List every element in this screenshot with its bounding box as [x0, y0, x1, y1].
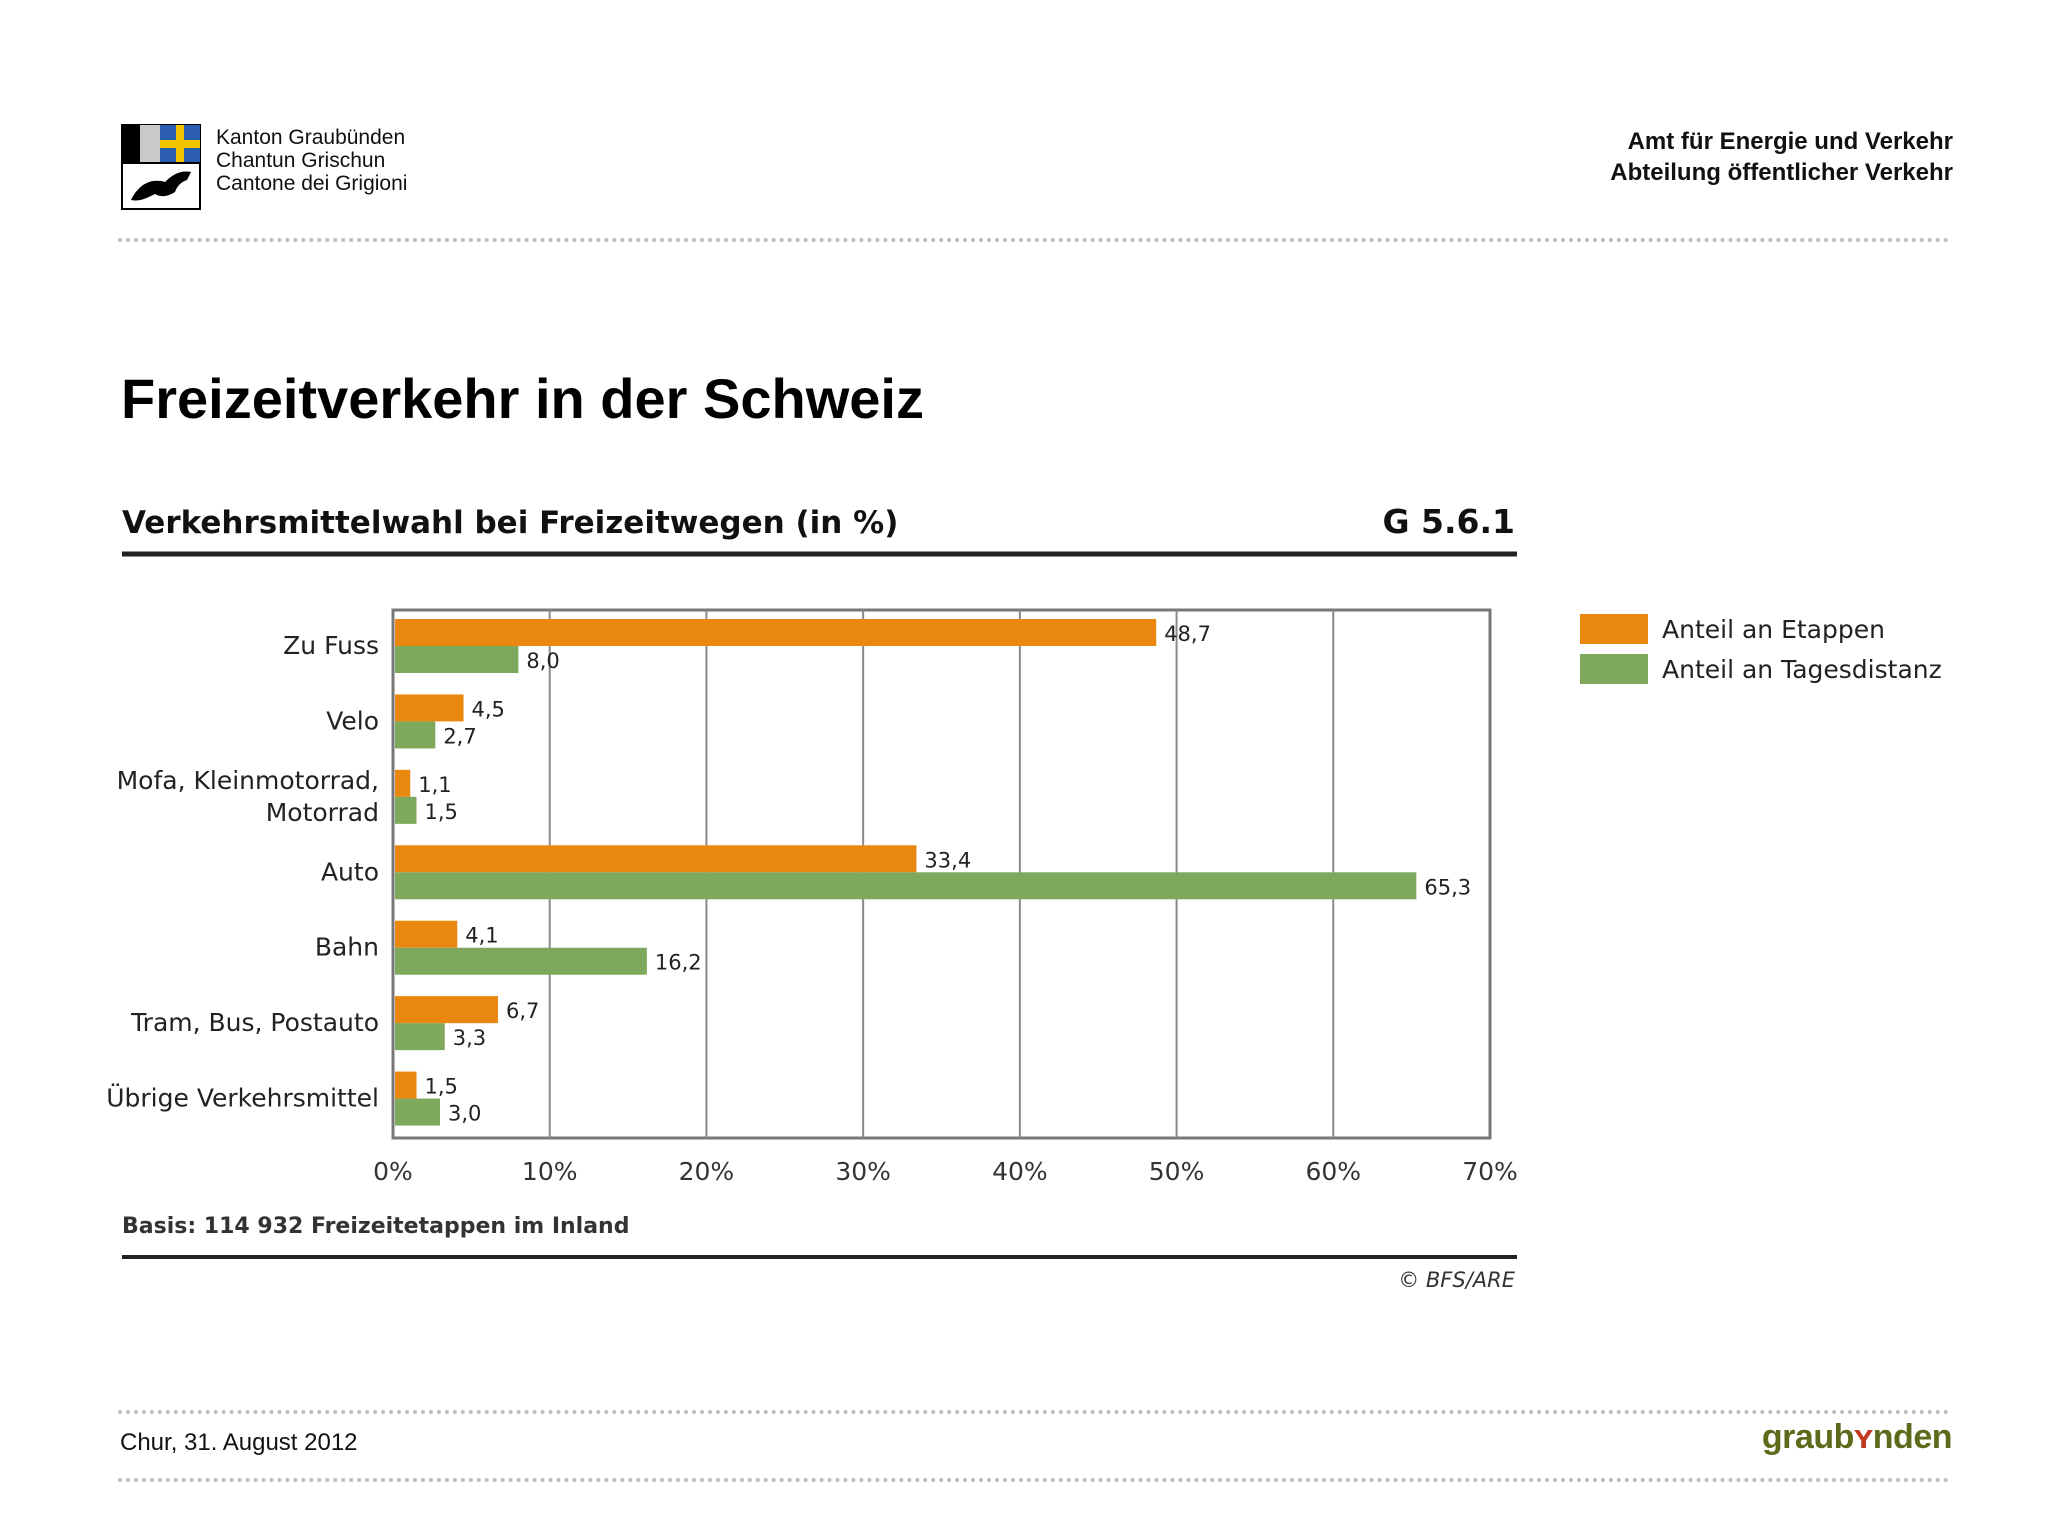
- page-title: Freizeitverkehr in der Schweiz: [121, 367, 924, 430]
- bar-etappen: [395, 845, 917, 873]
- bar-tagesdistanz: [395, 1023, 445, 1051]
- basis-note: Basis: 114 932 Freizeitetappen im Inland: [122, 1214, 629, 1239]
- data-label: 65,3: [1424, 875, 1471, 899]
- data-label: 4,5: [472, 697, 505, 721]
- category-label: Zu Fuss: [283, 631, 379, 660]
- header-divider: [118, 238, 1950, 242]
- department-name: Amt für Energie und Verkehr: [1627, 128, 1953, 155]
- bar-etappen: [395, 619, 1157, 646]
- canton-name-block: Kanton Graubünden Chantun Grischun Canto…: [216, 126, 407, 195]
- legend: Anteil an Etappen Anteil an Tagesdistanz: [1580, 614, 1942, 684]
- data-label: 8,0: [526, 649, 559, 673]
- x-tick-label: 60%: [1305, 1157, 1361, 1186]
- graubuenden-brand-logo: graubʏnden: [1761, 1418, 1953, 1456]
- bar-etappen: [395, 769, 411, 797]
- source-note: © BFS/ARE: [1398, 1268, 1516, 1292]
- legend-label: Anteil an Etappen: [1662, 615, 1885, 644]
- legend-label: Anteil an Tagesdistanz: [1662, 655, 1942, 684]
- data-label: 6,7: [506, 999, 539, 1023]
- category-label: Velo: [326, 706, 379, 735]
- figure-id: G 5.6.1: [1382, 502, 1515, 541]
- footer-divider-bottom: [118, 1478, 1950, 1482]
- department-block: Amt für Energie und Verkehr Abteilung öf…: [1610, 126, 1953, 188]
- category-label: Motorrad: [266, 798, 379, 827]
- freizeit-bar-chart: Verkehrsmittelwahl bei Freizeitwegen (in…: [106, 502, 1942, 1292]
- x-tick-label: 0%: [373, 1157, 413, 1186]
- x-tick-label: 10%: [522, 1157, 578, 1186]
- legend-swatch-tagesdistanz: [1580, 654, 1648, 684]
- data-label: 48,7: [1164, 622, 1211, 646]
- bar-etappen: [395, 996, 498, 1024]
- footer-date: Chur, 31. August 2012: [120, 1429, 358, 1456]
- data-label: 2,7: [443, 724, 476, 748]
- canton-name-it: Cantone dei Grigioni: [216, 172, 408, 195]
- data-label: 3,3: [453, 1026, 486, 1050]
- bar-etappen: [395, 1071, 417, 1099]
- bar-tagesdistanz: [395, 721, 436, 749]
- data-label: 16,2: [655, 951, 702, 975]
- x-tick-label: 50%: [1149, 1157, 1205, 1186]
- bar-etappen: [395, 694, 464, 722]
- category-label: Tram, Bus, Postauto: [130, 1008, 379, 1037]
- bar-tagesdistanz: [395, 947, 647, 975]
- category-label: Auto: [321, 857, 379, 886]
- bar-tagesdistanz: [395, 646, 519, 673]
- canton-name-de: Kanton Graubünden: [216, 126, 406, 149]
- plot-area: 0% 10% 20% 30% 40% 50% 60% 70% 48,7 8,0 Zu Fuss 4,5…: [106, 608, 1518, 1186]
- data-label: 1,1: [418, 773, 451, 797]
- x-tick-label: 40%: [992, 1157, 1048, 1186]
- bar-tagesdistanz: [395, 796, 417, 824]
- data-label: 1,5: [425, 1075, 458, 1099]
- division-name: Abteilung öffentlicher Verkehr: [1610, 159, 1953, 186]
- x-tick-label: 30%: [835, 1157, 891, 1186]
- x-tick-label: 70%: [1462, 1157, 1518, 1186]
- legend-swatch-etappen: [1580, 614, 1648, 644]
- coat-of-arms-logo: [121, 124, 201, 210]
- data-label: 33,4: [924, 848, 971, 872]
- data-label: 4,1: [465, 924, 498, 948]
- bar-etappen: [395, 920, 458, 948]
- bar-tagesdistanz: [395, 872, 1417, 900]
- category-label: Mofa, Kleinmotorrad,: [117, 766, 379, 795]
- category-label: Übrige Verkehrsmittel: [106, 1084, 379, 1113]
- footer-divider-top: [118, 1410, 1950, 1414]
- canton-name-rm: Chantun Grischun: [216, 149, 386, 172]
- data-label: 3,0: [448, 1102, 481, 1126]
- bar-tagesdistanz: [395, 1098, 441, 1126]
- category-label: Bahn: [315, 933, 379, 962]
- x-tick-label: 20%: [679, 1157, 735, 1186]
- chart-title: Verkehrsmittelwahl bei Freizeitwegen (in…: [122, 505, 898, 541]
- data-label: 1,5: [425, 800, 458, 824]
